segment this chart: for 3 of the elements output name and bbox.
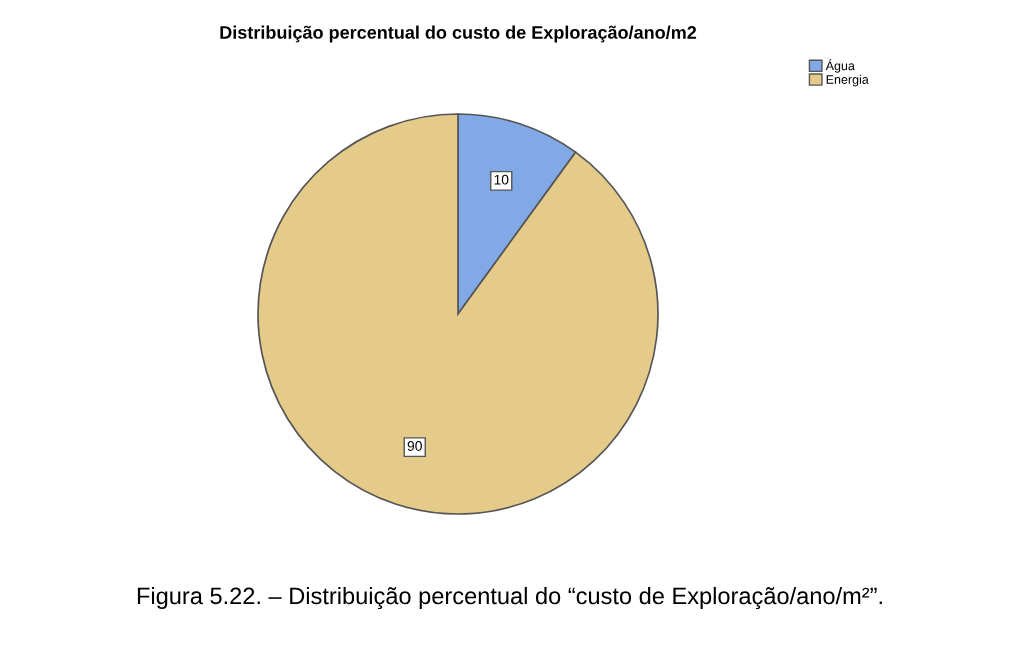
pie-slice [257,113,659,515]
chart-title: Distribuição percentual do custo de Exploração/ano/m2 [220,25,697,43]
text: Figura 5.22. – Distribuição percentual do “custo de Exploração/ano/m²”. [137,586,882,610]
